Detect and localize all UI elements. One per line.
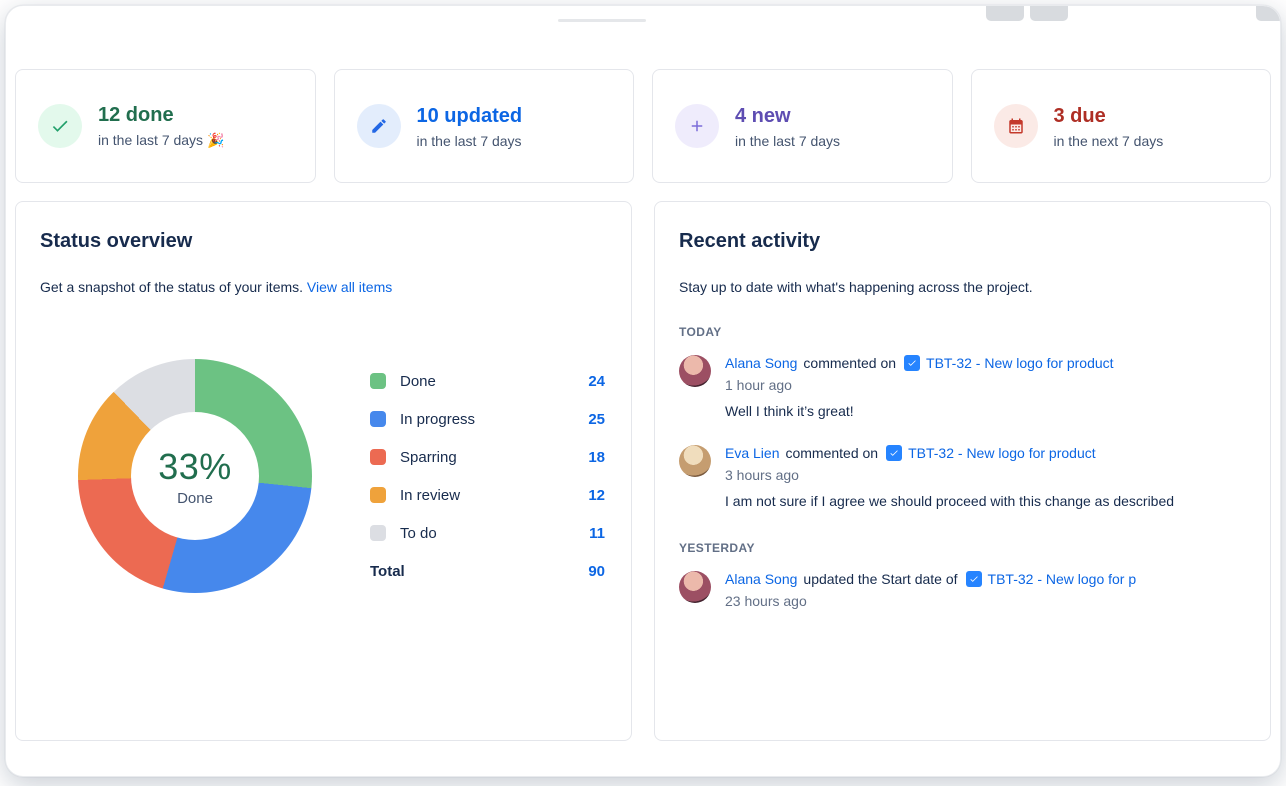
legend-label: In review (400, 486, 461, 504)
pencil-icon (356, 104, 401, 148)
legend-item-in-progress: In progress 25 (370, 400, 605, 438)
recent-activity-description: Stay up to date with what's happening ac… (679, 279, 1033, 295)
activity-action: commented on (803, 355, 897, 372)
legend-swatch-in-progress (370, 411, 386, 428)
cropped-toolbar-fragment (558, 19, 646, 22)
activity-action: commented on (785, 444, 879, 461)
summary-content: 12 done in the last 7 days 🎉 10 updated … (6, 6, 1280, 776)
dashboard-canvas: 12 done in the last 7 days 🎉 10 updated … (5, 5, 1281, 777)
activity-headline: Alana Song commented on TBT-32 - New log… (725, 355, 1114, 372)
cropped-toolbar-fragment (1030, 6, 1068, 21)
stat-card-done[interactable]: 12 done in the last 7 days 🎉 (15, 69, 316, 183)
activity-group-label-today: TODAY (679, 325, 722, 340)
recent-activity-panel: Recent activity Stay up to date with wha… (654, 201, 1271, 741)
status-legend: Done 24 In progress 25 Sparring 18 (370, 362, 605, 590)
legend-swatch-to-do (370, 525, 386, 542)
donut-center-label: Done (177, 489, 213, 507)
avatar-alana-song[interactable] (679, 355, 711, 388)
activity-body: Eva Lien commented on TBT-32 - New logo … (725, 444, 1175, 513)
stat-card-subtitle: in the last 7 days (735, 132, 841, 149)
legend-value: 12 (588, 486, 605, 504)
stat-card-title: 12 done (98, 104, 174, 126)
activity-comment: I am not sure if I agree we should proce… (725, 492, 1175, 509)
user-link[interactable]: Alana Song (725, 355, 798, 372)
stat-card-title: 4 new (735, 104, 791, 127)
legend-total-row: Total 90 (370, 552, 605, 590)
task-link[interactable]: TBT-32 - New logo for product (926, 355, 1114, 372)
activity-item: Eva Lien commented on TBT-32 - New logo … (679, 444, 1246, 513)
task-type-icon (904, 355, 921, 372)
stat-card-updated[interactable]: 10 updated in the last 7 days (333, 69, 634, 183)
legend-label: Sparring (400, 448, 457, 466)
plus-icon (675, 104, 719, 148)
legend-value: 11 (589, 524, 605, 542)
activity-item: Alana Song updated the Start date of TBT… (679, 570, 1246, 609)
avatar-eva-lien[interactable] (679, 444, 711, 477)
stat-card-text: 12 done in the last 7 days 🎉 (98, 103, 224, 149)
stat-card-due[interactable]: 3 due in the next 7 days (970, 69, 1271, 183)
status-overview-description-text: Get a snapshot of the status of your ite… (40, 279, 304, 295)
stat-card-text: 4 new in the last 7 days (735, 104, 840, 149)
task-type-icon (965, 570, 982, 587)
activity-timestamp: 1 hour ago (725, 377, 792, 394)
stat-cards-row: 12 done in the last 7 days 🎉 10 updated … (15, 69, 1271, 183)
legend-item-to-do: To do 11 (370, 514, 605, 552)
avatar-alana-song[interactable] (679, 570, 711, 603)
activity-action: updated the Start date of (803, 570, 958, 587)
legend-label: In progress (400, 410, 476, 428)
legend-swatch-done (370, 373, 386, 390)
legend-swatch-in-review (370, 487, 386, 504)
legend-item-done: Done 24 (370, 362, 605, 400)
panels-row: Status overview Get a snapshot of the st… (15, 201, 1271, 741)
task-type-icon (886, 444, 903, 461)
task-link[interactable]: TBT-32 - New logo for p (987, 570, 1137, 587)
cropped-toolbar-fragment (986, 6, 1024, 21)
calendar-icon (993, 104, 1038, 148)
status-overview-panel: Status overview Get a snapshot of the st… (15, 201, 632, 741)
activity-body: Alana Song commented on TBT-32 - New log… (725, 355, 1114, 423)
status-overview-title: Status overview (40, 230, 193, 252)
legend-total-value: 90 (588, 562, 605, 580)
task-link[interactable]: TBT-32 - New logo for product (908, 444, 1096, 461)
legend-label: Done (400, 372, 436, 390)
legend-swatch-sparring (370, 449, 386, 466)
legend-value: 25 (588, 410, 605, 428)
check-icon (38, 104, 82, 148)
legend-value: 24 (588, 372, 605, 390)
recent-activity-title: Recent activity (679, 230, 821, 252)
activity-timestamp: 3 hours ago (725, 466, 799, 483)
stat-card-text: 3 due in the next 7 days (1054, 104, 1164, 149)
legend-total-label: Total (370, 562, 405, 580)
cropped-toolbar-fragment (1256, 6, 1280, 21)
activity-timestamp: 23 hours ago (725, 592, 807, 609)
donut-percent: 33% (158, 445, 232, 487)
stat-card-subtitle: in the last 7 days 🎉 (98, 132, 225, 148)
stat-card-title: 3 due (1053, 104, 1106, 127)
legend-value: 18 (588, 448, 605, 466)
user-link[interactable]: Alana Song (725, 570, 798, 587)
legend-label: To do (400, 524, 437, 542)
stat-card-new[interactable]: 4 new in the last 7 days (652, 69, 953, 183)
activity-headline: Alana Song updated the Start date of TBT… (725, 570, 1137, 587)
view-all-items-link[interactable]: View all items (306, 279, 393, 295)
legend-item-in-review: In review 12 (370, 476, 605, 514)
activity-headline: Eva Lien commented on TBT-32 - New logo … (725, 444, 1174, 461)
activity-body: Alana Song updated the Start date of TBT… (725, 570, 1137, 609)
donut-center: 33% Done (131, 412, 259, 541)
stat-card-text: 10 updated in the last 7 days (417, 104, 523, 149)
legend-item-sparring: Sparring 18 (370, 438, 605, 476)
donut-chart[interactable]: 33% Done (78, 359, 312, 594)
stat-card-subtitle: in the next 7 days (1053, 132, 1164, 149)
activity-group-label-yesterday: YESTERDAY (679, 540, 755, 555)
activity-item: Alana Song commented on TBT-32 - New log… (679, 355, 1246, 423)
status-chart-row: 33% Done Done 24 In progress (40, 359, 607, 594)
stat-card-title: 10 updated (416, 104, 523, 127)
user-link[interactable]: Eva Lien (725, 444, 780, 461)
activity-comment: Well I think it’s great! (725, 403, 854, 420)
stat-card-subtitle: in the last 7 days (416, 132, 522, 149)
status-overview-description: Get a snapshot of the status of your ite… (40, 277, 607, 297)
